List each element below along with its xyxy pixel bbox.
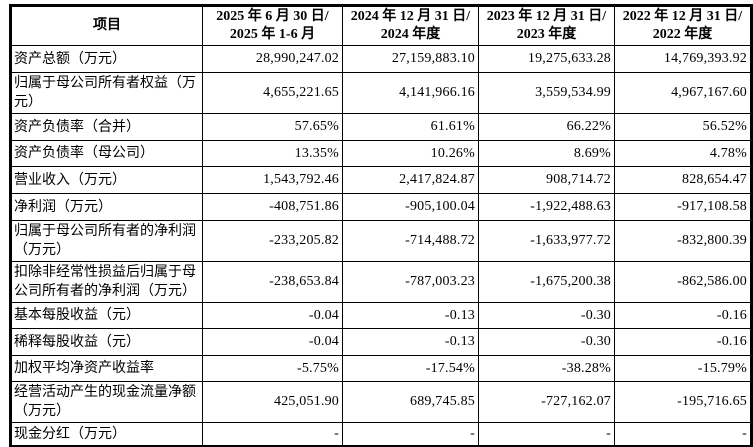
value-cell: -0.16	[614, 328, 753, 356]
value-cell: -905,100.04	[342, 193, 479, 221]
value-cell: -38.28%	[478, 355, 615, 382]
value-cell: -15.79%	[614, 355, 753, 382]
value-cell: -233,205.82	[202, 220, 343, 262]
value-cell: -0.04	[202, 328, 343, 356]
value-cell: 10.26%	[342, 140, 479, 167]
value-cell: -1,922,488.63	[478, 193, 615, 221]
value-cell: 56.52%	[614, 113, 753, 141]
row-label-cell: 净利润（万元）	[9, 193, 203, 221]
value-cell: 2,417,824.87	[342, 166, 479, 194]
table-row: 资产负债率（合并） 57.65% 61.61% 66.22% 56.52%	[9, 113, 753, 141]
value-cell: -5.75%	[202, 355, 343, 382]
value-cell: -0.13	[342, 328, 479, 356]
value-cell: -408,751.86	[202, 193, 343, 221]
value-cell: -195,716.65	[614, 381, 753, 423]
value-cell: -0.30	[478, 328, 615, 356]
table-row: 经营活动产生的现金流量净额（万元） 425,051.90 689,745.85 -72…	[9, 381, 753, 423]
table-row: 资产负债率（母公司） 13.35% 10.26% 8.69% 4.78%	[9, 140, 753, 167]
column-header-item: 项目	[9, 4, 203, 46]
value-cell: -1,675,200.38	[478, 261, 615, 303]
value-cell: 4.78%	[614, 140, 753, 167]
financial-summary-table: 项目 2025 年 6 月 30 日/ 2025 年 1-6 月 2024 年 …	[9, 4, 753, 447]
row-label-cell: 现金分红（万元）	[9, 422, 203, 447]
table-row: 营业收入（万元） 1,543,792.46 2,417,824.87 908,714.…	[9, 166, 753, 194]
value-cell: -832,800.39	[614, 220, 753, 262]
column-header-2024: 2024 年 12 月 31 日/ 2024 年度	[342, 4, 479, 46]
value-cell: -0.04	[202, 302, 343, 329]
value-cell: 4,967,167.60	[614, 72, 753, 114]
table-row: 基本每股收益（元） -0.04 -0.13 -0.30 -0.16	[9, 302, 753, 329]
value-cell: 8.69%	[478, 140, 615, 167]
value-cell: 57.65%	[202, 113, 343, 141]
table-row: 归属于母公司所有者权益（万元） 4,655,221.65 4,141,966.16 3…	[9, 72, 753, 114]
table-row: 归属于母公司所有者的净利润（万元） -233,205.82 -714,488.72-…	[9, 220, 753, 262]
row-label-cell: 资产负债率（母公司）	[9, 140, 203, 167]
column-header-2023: 2023 年 12 月 31 日/ 2023 年度	[478, 4, 615, 46]
value-cell: -917,108.58	[614, 193, 753, 221]
row-label-cell: 扣除非经常性损益后归属于母公司所有者的净利润（万元）	[9, 261, 203, 303]
value-cell: 27,159,883.10	[342, 45, 479, 73]
value-cell: -862,586.00	[614, 261, 753, 303]
row-label-cell: 加权平均净资产收益率	[9, 355, 203, 382]
value-cell: 28,990,247.02	[202, 45, 343, 73]
value-cell: 66.22%	[478, 113, 615, 141]
value-cell: -714,488.72	[342, 220, 479, 262]
table-row: 加权平均净资产收益率 -5.75% -17.54% -38.28% -15.79%	[9, 355, 753, 382]
value-cell: -787,003.23	[342, 261, 479, 303]
value-cell: 3,559,534.99	[478, 72, 615, 114]
value-cell: 425,051.90	[202, 381, 343, 423]
row-label-cell: 资产总额（万元）	[9, 45, 203, 73]
value-cell: 4,655,221.65	[202, 72, 343, 114]
row-label-cell: 资产负债率（合并）	[9, 113, 203, 141]
value-cell: -1,633,977.72	[478, 220, 615, 262]
value-cell: 14,769,393.92	[614, 45, 753, 73]
table-row: 稀释每股收益（元） -0.04 -0.13 -0.30 -0.16	[9, 328, 753, 356]
value-cell: -0.16	[614, 302, 753, 329]
row-label-cell: 稀释每股收益（元）	[9, 328, 203, 356]
value-cell: -0.13	[342, 302, 479, 329]
row-label-cell: 基本每股收益（元）	[9, 302, 203, 329]
value-cell: 61.61%	[342, 113, 479, 141]
column-header-2025: 2025 年 6 月 30 日/ 2025 年 1-6 月	[202, 4, 343, 46]
value-cell: 828,654.47	[614, 166, 753, 194]
value-cell: -	[478, 422, 615, 447]
table-row: 资产总额（万元） 28,990,247.02 27,159,883.10 19,275…	[9, 45, 753, 73]
table-body: 资产总额（万元） 28,990,247.02 27,159,883.10 19,275…	[9, 45, 753, 447]
value-cell: 4,141,966.16	[342, 72, 479, 114]
value-cell: -17.54%	[342, 355, 479, 382]
value-cell: 19,275,633.28	[478, 45, 615, 73]
header-row: 项目 2025 年 6 月 30 日/ 2025 年 1-6 月 2024 年 …	[9, 4, 753, 46]
table-row: 现金分红（万元） - - - -	[9, 422, 753, 447]
table-row: 净利润（万元） -408,751.86 -905,100.04 -1,922,488.…	[9, 193, 753, 221]
value-cell: -	[614, 422, 753, 447]
value-cell: 13.35%	[202, 140, 343, 167]
value-cell: 908,714.72	[478, 166, 615, 194]
row-label-cell: 经营活动产生的现金流量净额（万元）	[9, 381, 203, 423]
value-cell: -0.30	[478, 302, 615, 329]
row-label-cell: 营业收入（万元）	[9, 166, 203, 194]
value-cell: 1,543,792.46	[202, 166, 343, 194]
value-cell: 689,745.85	[342, 381, 479, 423]
row-label-cell: 归属于母公司所有者权益（万元）	[9, 72, 203, 114]
value-cell: -	[202, 422, 343, 447]
value-cell: -727,162.07	[478, 381, 615, 423]
table-row: 扣除非经常性损益后归属于母公司所有者的净利润（万元） -238,653.84 -78…	[9, 261, 753, 303]
value-cell: -	[342, 422, 479, 447]
column-header-2022: 2022 年 12 月 31 日/ 2022 年度	[614, 4, 753, 46]
row-label-cell: 归属于母公司所有者的净利润（万元）	[9, 220, 203, 262]
value-cell: -238,653.84	[202, 261, 343, 303]
